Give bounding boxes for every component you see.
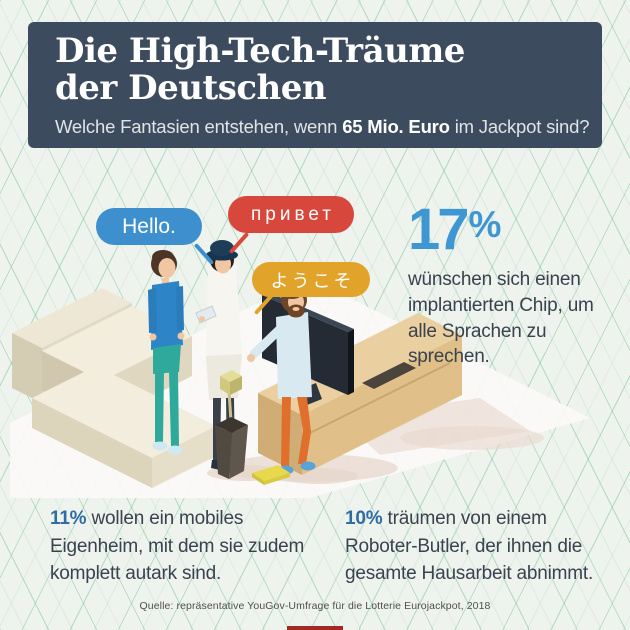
person-woman-blue xyxy=(148,250,185,455)
stat-robot-butler-value: 10% xyxy=(345,508,383,529)
plant xyxy=(220,370,242,395)
page-title: Die High-Tech-Träume der Deutschen xyxy=(55,33,576,107)
stat-mobile-home-value: 11% xyxy=(50,508,87,529)
stat-robot-butler: 10% träumen von einem Roboter-Butler, de… xyxy=(345,505,613,588)
speech-bubble-yokoso-label: ようこそ xyxy=(270,270,355,291)
stat-mobile-home-text: wollen ein mobiles Eigenheim, mit dem si… xyxy=(50,508,305,585)
header-panel: Die High-Tech-Träume der Deutschen Welch… xyxy=(28,22,602,148)
planter xyxy=(215,370,248,479)
stat-chip: 17% wünschen sich einen implantierten Ch… xyxy=(408,196,613,370)
book xyxy=(252,465,290,485)
speech-bubble-hello-label: Hello. xyxy=(122,214,176,238)
stat-chip-text: wünschen sich einen implantierten Chip, … xyxy=(408,269,594,368)
speech-bubble-privet-label: привет xyxy=(251,203,335,225)
speech-bubble-hello: Hello. xyxy=(96,208,202,245)
bottom-red-mark xyxy=(287,626,343,630)
speech-bubble-privet: привет xyxy=(228,196,354,233)
subtitle-jackpot-amount: 65 Mio. Euro xyxy=(342,116,450,137)
subtitle: Welche Fantasien entstehen, wenn 65 Mio.… xyxy=(55,116,590,138)
subtitle-suffix: im Jackpot sind? xyxy=(449,116,590,137)
stat-chip-number: 17 xyxy=(408,197,469,262)
soundbar xyxy=(362,362,416,389)
stat-chip-value: 17% xyxy=(408,196,613,259)
stat-mobile-home: 11% wollen ein mobiles Eigenheim, mit de… xyxy=(50,505,312,588)
isometric-scene xyxy=(10,240,590,498)
stat-chip-percent-sign: % xyxy=(468,204,502,245)
subtitle-prefix: Welche Fantasien entstehen, wenn xyxy=(55,116,343,137)
title-line-2: der Deutschen xyxy=(55,68,327,108)
source-credit: Quelle: repräsentative YouGov-Umfrage fü… xyxy=(139,600,491,612)
speech-bubble-yokoso: ようこそ xyxy=(252,262,370,297)
title-line-1: Die High-Tech-Träume xyxy=(55,31,465,71)
stat-robot-butler-text: träumen von einem Roboter-Butler, der ih… xyxy=(345,508,594,585)
